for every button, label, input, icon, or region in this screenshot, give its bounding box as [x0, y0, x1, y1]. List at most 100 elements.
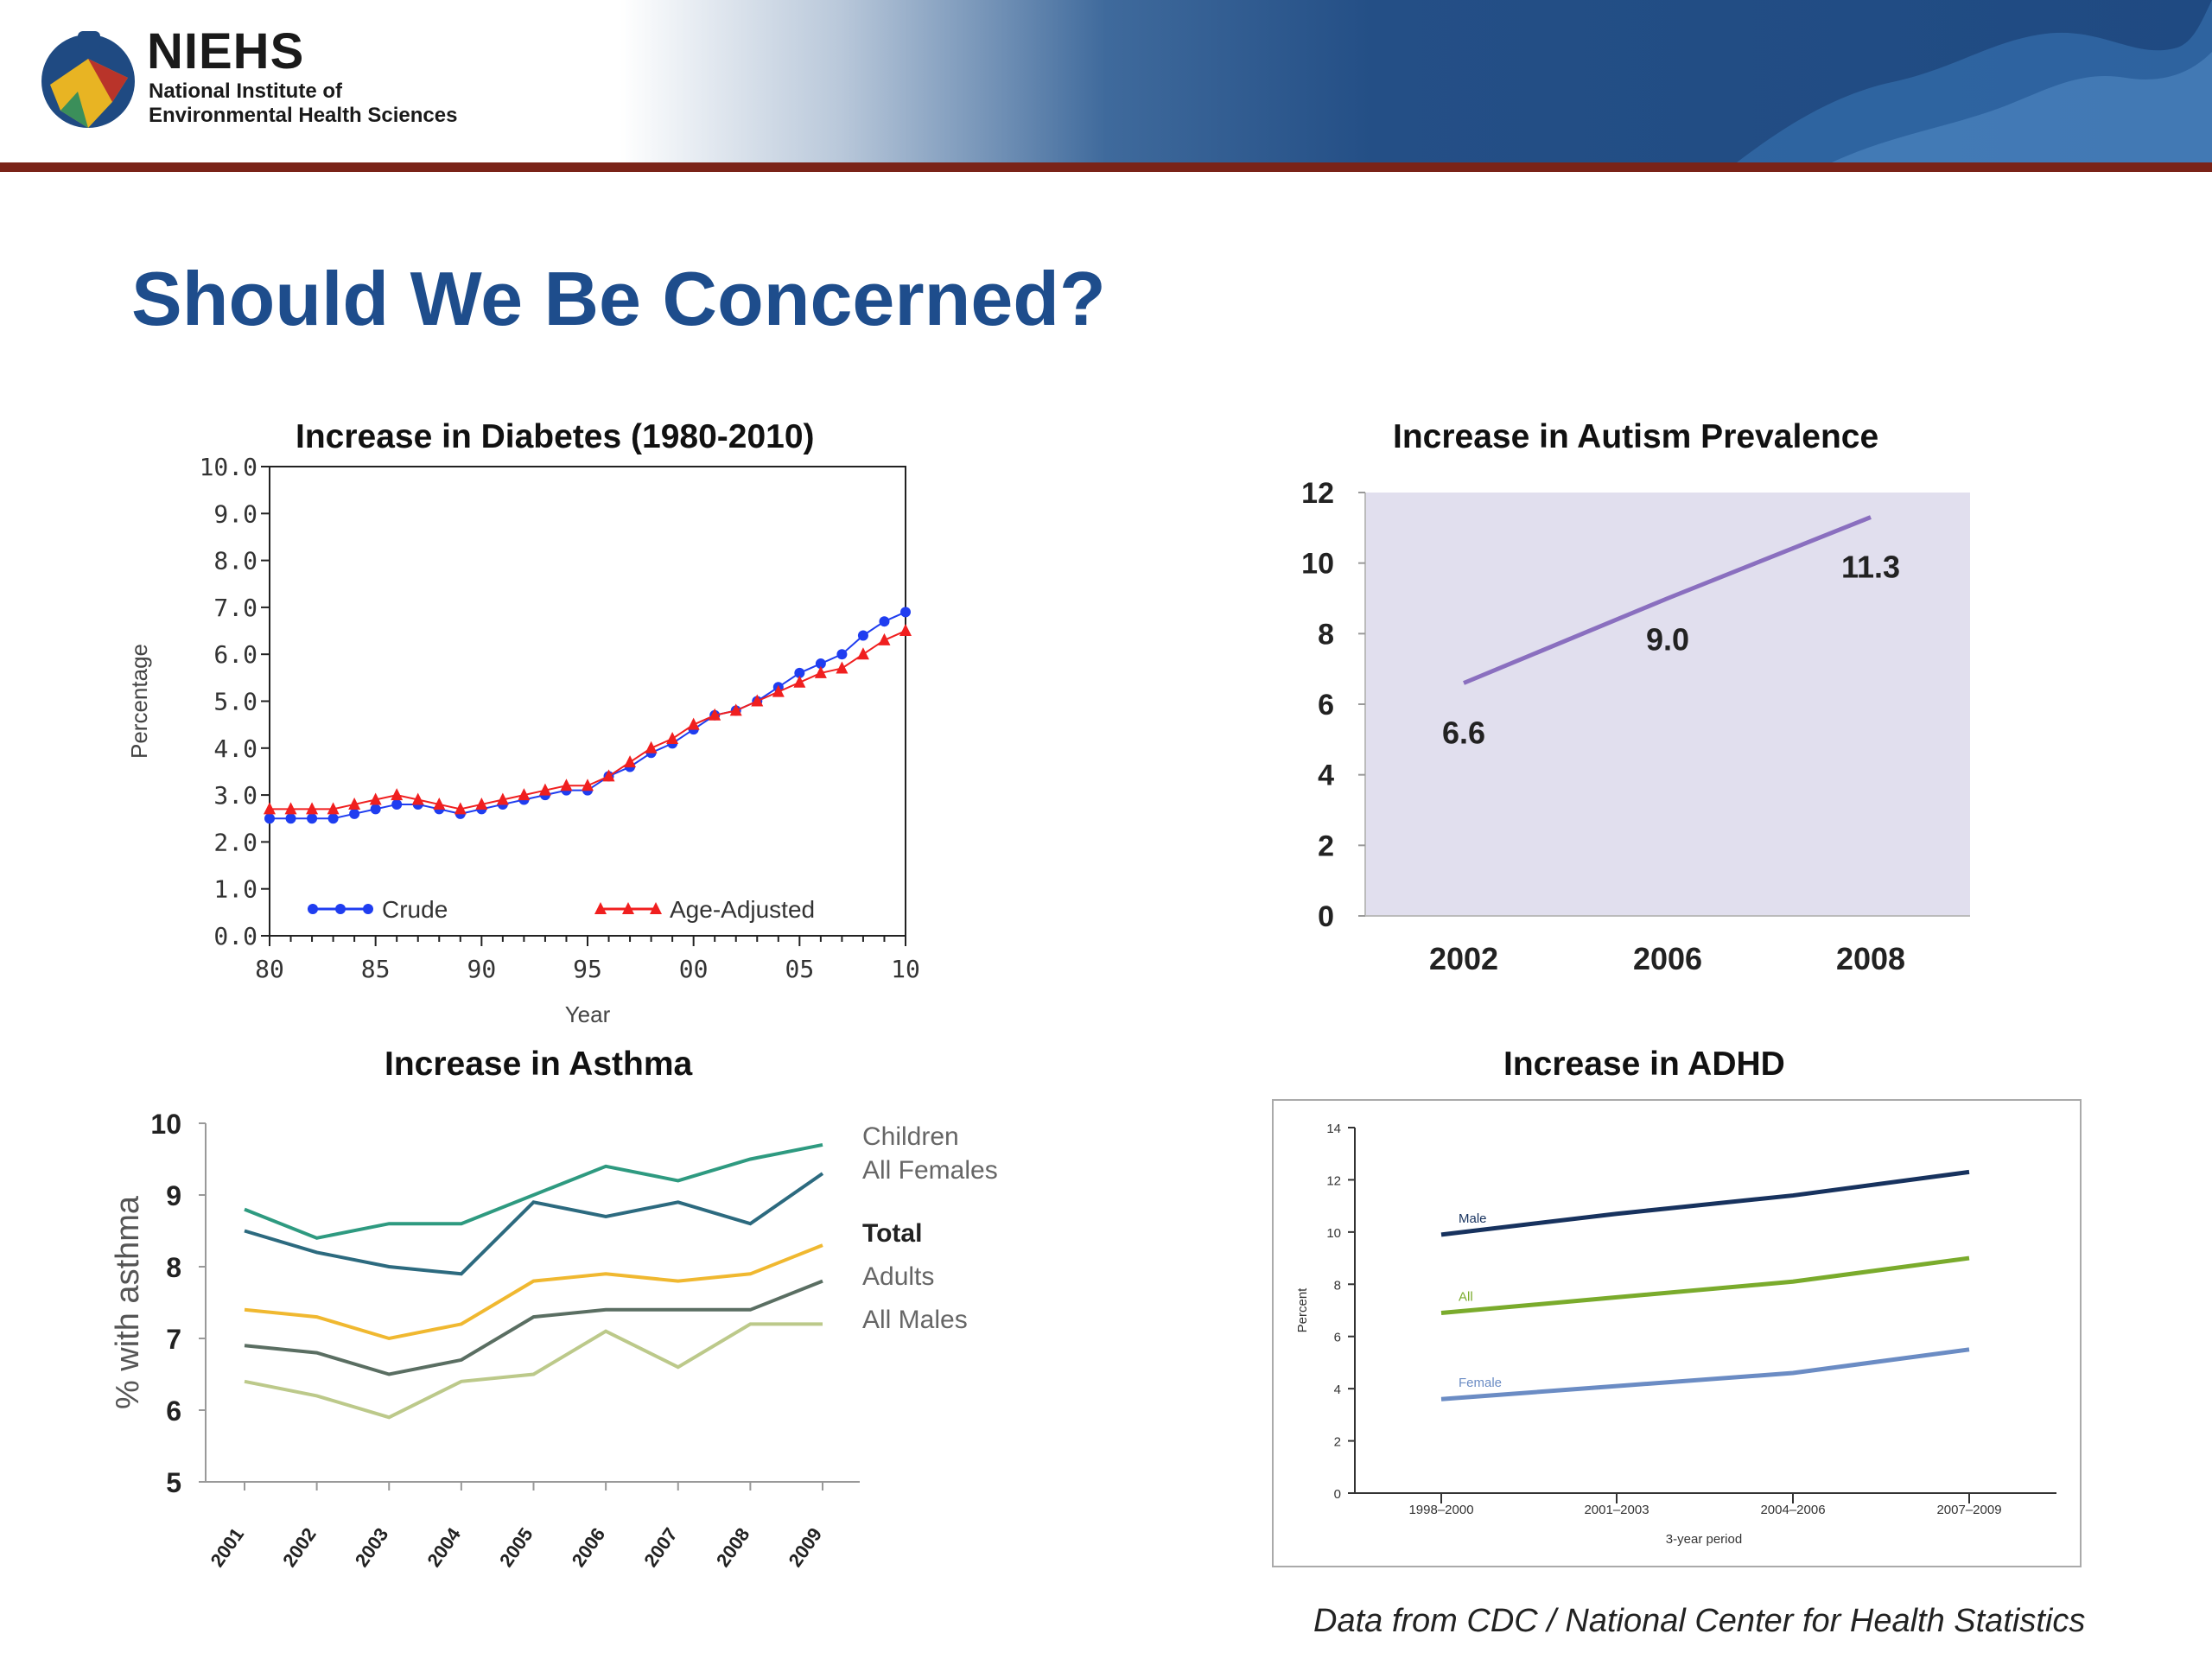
autism-y-tick-label: 8 — [1318, 618, 1334, 651]
diabetes-chart-title: Increase in Diabetes (1980-2010) — [296, 418, 815, 455]
diabetes-point-age-adjusted — [411, 792, 424, 805]
adhd-y-tick-label: 14 — [1326, 1122, 1341, 1136]
diabetes-y-tick-label: 9.0 — [213, 499, 257, 528]
diabetes-point-crude — [836, 649, 848, 660]
diabetes-legend-marker — [363, 904, 373, 914]
diabetes-legend-label: Crude — [382, 896, 448, 923]
diabetes-point-age-adjusted — [475, 797, 488, 810]
adhd-y-tick-label: 2 — [1334, 1435, 1341, 1450]
adhd-x-axis-label: 3-year period — [1666, 1532, 1742, 1547]
diabetes-point-age-adjusted — [856, 647, 869, 660]
diabetes-y-tick-label: 2.0 — [213, 828, 257, 856]
diabetes-point-crude — [285, 813, 296, 824]
adhd-chart-title: Increase in ADHD — [1503, 1046, 1785, 1083]
diabetes-point-age-adjusted — [454, 802, 467, 815]
diabetes-x-tick-label: 80 — [255, 955, 284, 983]
adhd-x-tick-label: 2001–2003 — [1584, 1503, 1649, 1517]
asthma-series-line — [244, 1243, 823, 1341]
autism-line — [1463, 515, 1872, 685]
asthma-chart-title: Increase in Asthma — [385, 1046, 693, 1083]
diabetes-legend-label: Age-Adjusted — [670, 896, 815, 923]
asthma-series-line — [244, 1279, 823, 1376]
asthma-y-tick-label: 6 — [166, 1395, 181, 1427]
diabetes-point-age-adjusted — [687, 717, 700, 730]
autism-data-label: 6.6 — [1442, 715, 1485, 751]
asthma-y-tick-label: 10 — [150, 1109, 181, 1140]
asthma-y-tick-label: 9 — [166, 1180, 181, 1211]
asthma-legend-label: Adults — [862, 1262, 934, 1291]
slide-title: Should We Be Concerned? — [131, 256, 1106, 341]
asthma-series-line — [244, 1172, 824, 1276]
diabetes-x-tick-label: 05 — [785, 955, 814, 983]
diabetes-point-age-adjusted — [899, 624, 912, 637]
logo-line2: Environmental Health Sciences — [149, 104, 458, 127]
diabetes-point-age-adjusted — [729, 703, 742, 716]
diabetes-point-age-adjusted — [433, 797, 446, 810]
adhd-y-tick-label: 12 — [1326, 1173, 1341, 1188]
asthma-x-tick-label: 2008 — [712, 1524, 754, 1571]
diabetes-y-tick-label: 0.0 — [213, 922, 257, 950]
adhd-y-tick-label: 0 — [1334, 1487, 1341, 1502]
adhd-series-label: Male — [1459, 1211, 1487, 1226]
autism-x-tick-label: 2002 — [1429, 941, 1498, 976]
adhd-series-label: All — [1459, 1290, 1473, 1305]
diabetes-point-age-adjusted — [582, 779, 594, 791]
asthma-y-axis-label: % with asthma — [110, 1195, 146, 1409]
asthma-legend-label: Total — [862, 1219, 922, 1248]
diabetes-y-axis-label: Percentage — [126, 644, 152, 759]
asthma-legend-label: All Males — [862, 1306, 968, 1334]
adhd-y-tick-label: 4 — [1334, 1382, 1341, 1397]
diabetes-legend-marker — [650, 902, 662, 914]
asthma-x-tick-label: 2005 — [495, 1524, 537, 1571]
adhd-y-tick-label: 6 — [1334, 1331, 1341, 1345]
asthma-x-tick-label: 2007 — [639, 1524, 682, 1571]
diabetes-legend-marker — [308, 904, 318, 914]
diabetes-point-crude — [900, 607, 911, 618]
diabetes-point-crude — [264, 813, 275, 824]
diabetes-legend-marker — [622, 902, 634, 914]
asthma-x-tick-label: 2001 — [207, 1524, 249, 1571]
diabetes-point-crude — [349, 808, 360, 819]
asthma-legend-label: All Females — [862, 1156, 998, 1185]
diabetes-x-axis-label: Year — [565, 1001, 611, 1027]
logo-name: NIEHS — [147, 23, 305, 79]
adhd-series-line — [1440, 1347, 1970, 1402]
asthma-y-tick-label: 5 — [166, 1467, 181, 1498]
autism-y-tick-label: 0 — [1318, 900, 1334, 933]
autism-y-tick-label: 12 — [1301, 477, 1334, 510]
asthma-x-tick-label: 2004 — [423, 1523, 465, 1571]
asthma-y-tick-label: 7 — [166, 1324, 181, 1355]
adhd-x-tick-label: 2007–2009 — [1936, 1503, 2001, 1517]
diabetes-point-age-adjusted — [369, 792, 382, 805]
diabetes-point-age-adjusted — [645, 741, 658, 753]
autism-data-label: 9.0 — [1646, 622, 1689, 658]
diabetes-plot-frame — [269, 466, 906, 937]
autism-y-tick-label: 4 — [1318, 760, 1334, 792]
asthma-y-tick-label: 8 — [166, 1252, 181, 1283]
diabetes-point-crude — [857, 630, 868, 641]
diabetes-x-tick-label: 00 — [679, 955, 709, 983]
header-banner: NIEHS National Institute of Environmenta… — [0, 0, 2212, 162]
diabetes-y-tick-label: 4.0 — [213, 734, 257, 763]
logo-full-name: National Institute of Environmental Heal… — [149, 79, 512, 128]
diabetes-point-age-adjusted — [391, 788, 404, 801]
adhd-series-line — [1440, 1169, 1970, 1237]
diabetes-x-tick-label: 95 — [573, 955, 602, 983]
adhd-y-tick-label: 8 — [1334, 1278, 1341, 1293]
autism-y-tick-label: 10 — [1301, 548, 1334, 581]
adhd-series-label: Female — [1459, 1376, 1502, 1390]
adhd-x-tick-label: 1998–2000 — [1408, 1503, 1473, 1517]
adhd-x-tick-label: 2004–2006 — [1760, 1503, 1825, 1517]
logo-line1: National Institute of — [149, 79, 342, 103]
source-note: Data from CDC / National Center for Heal… — [1313, 1603, 2086, 1639]
diabetes-y-tick-label: 5.0 — [213, 688, 257, 716]
diabetes-point-age-adjusted — [264, 802, 276, 815]
autism-y-tick-label: 2 — [1318, 830, 1334, 862]
diabetes-y-tick-label: 3.0 — [213, 781, 257, 810]
diabetes-point-age-adjusted — [814, 665, 827, 678]
diabetes-point-age-adjusted — [560, 779, 573, 791]
adhd-series-line — [1440, 1255, 1970, 1316]
diabetes-y-tick-label: 7.0 — [213, 594, 257, 622]
autism-data-label: 11.3 — [1841, 550, 1900, 585]
diabetes-point-age-adjusted — [793, 675, 806, 688]
